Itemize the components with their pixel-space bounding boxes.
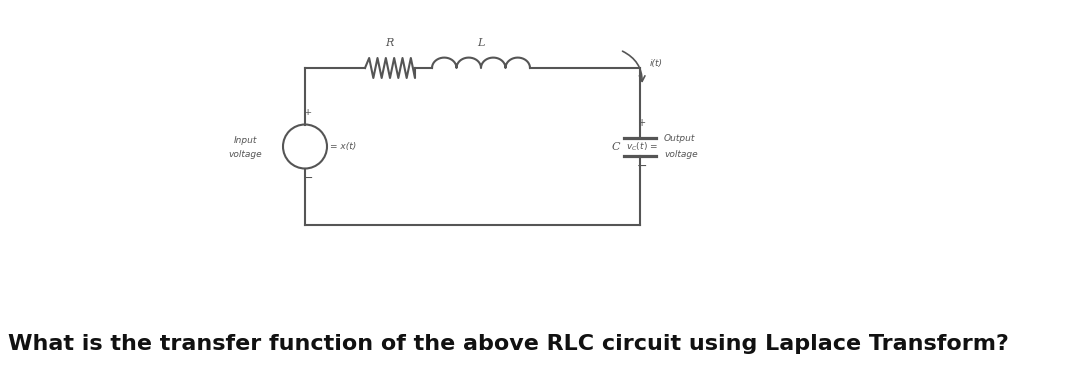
Text: What is the transfer function of the above RLC circuit using Laplace Transform?: What is the transfer function of the abo… bbox=[9, 334, 1008, 354]
Text: C: C bbox=[612, 141, 620, 151]
Text: Input: Input bbox=[233, 136, 257, 145]
Text: −: − bbox=[303, 172, 313, 184]
Text: = x(t): = x(t) bbox=[330, 142, 356, 151]
Text: R: R bbox=[385, 38, 393, 48]
Text: Output: Output bbox=[664, 134, 695, 143]
Text: +: + bbox=[304, 107, 312, 116]
Text: i(t): i(t) bbox=[650, 58, 663, 67]
Text: $v_C(t)$ =: $v_C(t)$ = bbox=[626, 140, 658, 153]
Text: +: + bbox=[637, 117, 646, 128]
Text: voltage: voltage bbox=[228, 150, 262, 159]
Text: L: L bbox=[478, 38, 485, 48]
Text: −: − bbox=[636, 159, 647, 172]
Text: voltage: voltage bbox=[664, 150, 697, 159]
